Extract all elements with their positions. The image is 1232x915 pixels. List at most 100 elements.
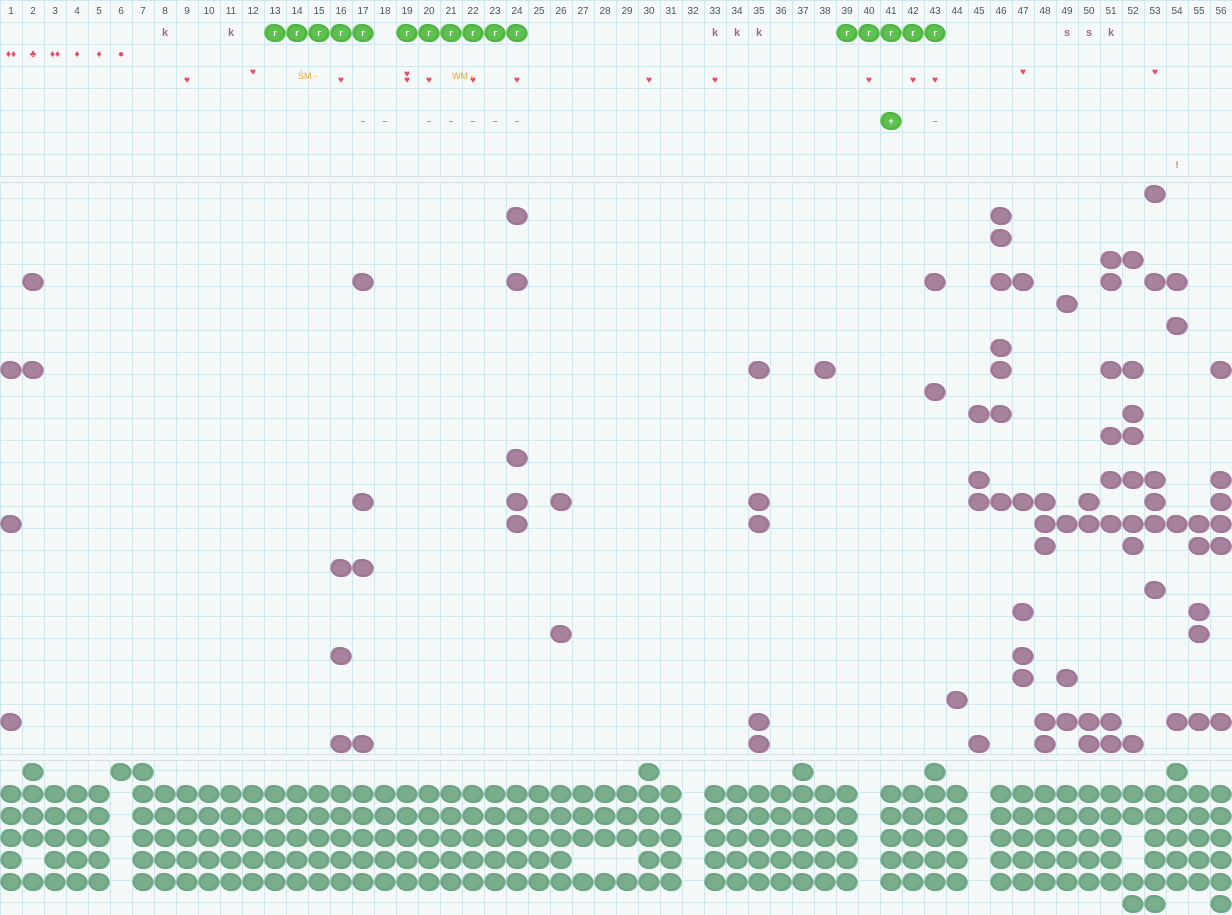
green-block[interactable] bbox=[463, 829, 483, 847]
purple-block[interactable] bbox=[1123, 427, 1143, 445]
green-block[interactable] bbox=[1211, 851, 1231, 869]
green-block[interactable] bbox=[485, 829, 505, 847]
purple-block[interactable] bbox=[1035, 515, 1055, 533]
green-block[interactable] bbox=[1167, 763, 1187, 781]
purple-block[interactable] bbox=[1167, 713, 1187, 731]
green-block[interactable] bbox=[45, 851, 65, 869]
purple-block[interactable] bbox=[991, 229, 1011, 247]
r-button[interactable]: r bbox=[881, 24, 901, 42]
green-block[interactable] bbox=[155, 873, 175, 891]
green-block[interactable] bbox=[793, 763, 813, 781]
purple-block[interactable] bbox=[991, 273, 1011, 291]
green-block[interactable] bbox=[309, 873, 329, 891]
green-block[interactable] bbox=[815, 873, 835, 891]
heart-icon[interactable]: ♥ bbox=[404, 68, 410, 80]
purple-block[interactable] bbox=[1057, 669, 1077, 687]
green-block[interactable] bbox=[1101, 851, 1121, 869]
green-block[interactable] bbox=[1189, 785, 1209, 803]
green-block[interactable] bbox=[771, 873, 791, 891]
green-block[interactable] bbox=[507, 829, 527, 847]
green-block[interactable] bbox=[67, 873, 87, 891]
green-block[interactable] bbox=[1035, 873, 1055, 891]
green-block[interactable] bbox=[815, 851, 835, 869]
purple-block[interactable] bbox=[1145, 185, 1165, 203]
purple-block[interactable] bbox=[1211, 361, 1231, 379]
purple-block[interactable] bbox=[507, 493, 527, 511]
purple-block[interactable] bbox=[1079, 735, 1099, 753]
green-block[interactable] bbox=[881, 829, 901, 847]
green-block[interactable] bbox=[287, 873, 307, 891]
green-block[interactable] bbox=[1057, 807, 1077, 825]
green-block[interactable] bbox=[463, 851, 483, 869]
green-block[interactable] bbox=[199, 807, 219, 825]
green-block[interactable] bbox=[485, 807, 505, 825]
heart-icon[interactable]: ♥ bbox=[338, 75, 344, 87]
green-block[interactable] bbox=[1079, 785, 1099, 803]
dash-marker[interactable]: – bbox=[514, 116, 520, 126]
green-block[interactable] bbox=[1189, 807, 1209, 825]
purple-block[interactable] bbox=[1013, 647, 1033, 665]
purple-block[interactable] bbox=[969, 735, 989, 753]
green-block[interactable] bbox=[1057, 785, 1077, 803]
green-block[interactable] bbox=[771, 851, 791, 869]
purple-block[interactable] bbox=[1211, 537, 1231, 555]
green-block[interactable] bbox=[287, 829, 307, 847]
green-block[interactable] bbox=[89, 851, 109, 869]
green-block[interactable] bbox=[947, 807, 967, 825]
green-block[interactable] bbox=[1079, 851, 1099, 869]
green-block[interactable] bbox=[837, 829, 857, 847]
green-block[interactable] bbox=[1035, 851, 1055, 869]
green-block[interactable] bbox=[375, 785, 395, 803]
r-button[interactable]: r bbox=[507, 24, 527, 42]
purple-block[interactable] bbox=[749, 515, 769, 533]
green-block[interactable] bbox=[749, 873, 769, 891]
k-marker[interactable]: k bbox=[161, 27, 169, 39]
purple-block[interactable] bbox=[331, 559, 351, 577]
heart-icon[interactable]: ♥ bbox=[1152, 66, 1158, 78]
green-block[interactable] bbox=[1123, 895, 1143, 913]
green-block[interactable] bbox=[265, 829, 285, 847]
purple-block[interactable] bbox=[23, 273, 43, 291]
green-block[interactable] bbox=[243, 807, 263, 825]
green-block[interactable] bbox=[1211, 807, 1231, 825]
green-block[interactable] bbox=[529, 829, 549, 847]
green-block[interactable] bbox=[1167, 851, 1187, 869]
green-block[interactable] bbox=[177, 807, 197, 825]
green-block[interactable] bbox=[1013, 873, 1033, 891]
purple-block[interactable] bbox=[1, 713, 21, 731]
purple-block[interactable] bbox=[1145, 493, 1165, 511]
green-block[interactable] bbox=[221, 785, 241, 803]
dash-marker[interactable]: – bbox=[426, 116, 432, 126]
green-block[interactable] bbox=[639, 763, 659, 781]
purple-block[interactable] bbox=[991, 361, 1011, 379]
green-block[interactable] bbox=[1189, 873, 1209, 891]
purple-block[interactable] bbox=[991, 493, 1011, 511]
green-block[interactable] bbox=[1123, 807, 1143, 825]
green-block[interactable] bbox=[265, 807, 285, 825]
green-block[interactable] bbox=[441, 851, 461, 869]
green-block[interactable] bbox=[617, 807, 637, 825]
green-block[interactable] bbox=[1057, 851, 1077, 869]
green-block[interactable] bbox=[1013, 829, 1033, 847]
green-block[interactable] bbox=[1211, 873, 1231, 891]
green-block[interactable] bbox=[903, 807, 923, 825]
green-block[interactable] bbox=[1167, 873, 1187, 891]
k-marker[interactable]: k bbox=[755, 27, 763, 39]
green-block[interactable] bbox=[903, 829, 923, 847]
green-block[interactable] bbox=[551, 851, 571, 869]
purple-block[interactable] bbox=[991, 405, 1011, 423]
green-block[interactable] bbox=[287, 807, 307, 825]
green-block[interactable] bbox=[529, 785, 549, 803]
green-block[interactable] bbox=[89, 829, 109, 847]
purple-block[interactable] bbox=[1189, 603, 1209, 621]
purple-block[interactable] bbox=[1013, 603, 1033, 621]
green-block[interactable] bbox=[1145, 785, 1165, 803]
r-button[interactable]: r bbox=[419, 24, 439, 42]
drop-icon[interactable]: ♦ bbox=[74, 49, 80, 60]
green-block[interactable] bbox=[991, 829, 1011, 847]
green-block[interactable] bbox=[1079, 807, 1099, 825]
heart-icon[interactable]: ♥ bbox=[404, 75, 410, 87]
green-block[interactable] bbox=[331, 829, 351, 847]
green-block[interactable] bbox=[1057, 873, 1077, 891]
purple-block[interactable] bbox=[1013, 493, 1033, 511]
